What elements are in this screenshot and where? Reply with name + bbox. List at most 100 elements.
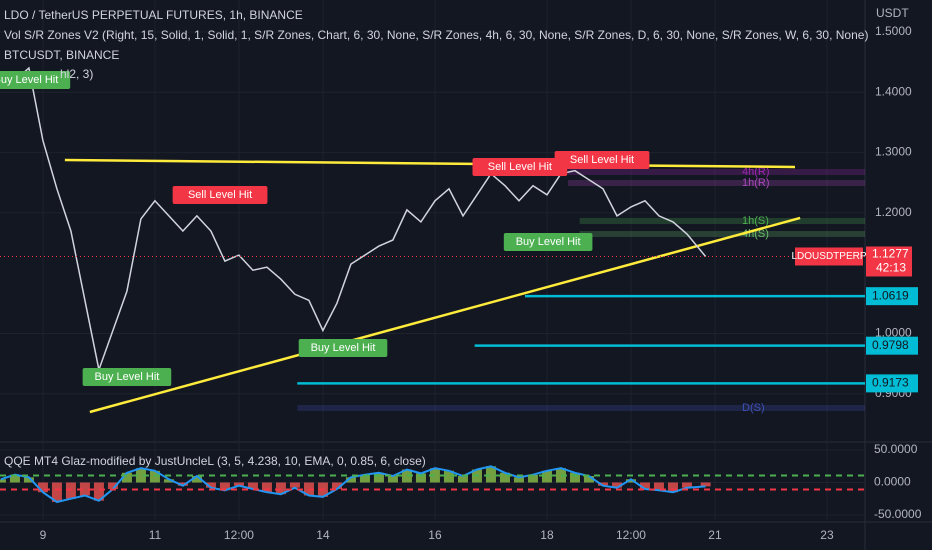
- x-tick-label: 16: [428, 528, 442, 542]
- histogram-bar: [513, 477, 524, 483]
- histogram-bar: [700, 482, 711, 487]
- y-tick-label: 1.3000: [875, 145, 912, 159]
- histogram-bar: [0, 479, 6, 483]
- y-tick-label: 1.4000: [875, 84, 912, 98]
- histogram-bar: [583, 476, 594, 483]
- histogram-bar: [261, 482, 272, 493]
- zone-label: D(S): [742, 402, 765, 414]
- x-tick-label: 9: [40, 528, 47, 542]
- histogram-bar: [79, 482, 90, 496]
- signal-label: Sell Level Hit: [488, 161, 552, 173]
- countdown-label: 42:13: [876, 261, 906, 275]
- histogram-bar: [443, 470, 454, 483]
- y-tick-label: -50.0000: [874, 507, 922, 521]
- histogram-bar: [331, 482, 342, 489]
- histogram-bar: [219, 482, 230, 491]
- symbol-tag: [795, 247, 863, 266]
- y-tick-label: 0.0000: [874, 475, 911, 489]
- marks: 4h(R)1h(R)1h(S)4h(S)D(S)Sell Level HitSe…: [0, 66, 865, 504]
- histogram-bar: [667, 482, 678, 493]
- y-tick-label: 1.0000: [875, 326, 912, 340]
- trend-line: [64, 158, 796, 169]
- grid: [0, 0, 865, 520]
- histogram-bar: [597, 482, 608, 486]
- histogram-bar: [485, 466, 496, 483]
- signal-label: Sell Level Hit: [570, 154, 634, 166]
- histogram-bar: [205, 482, 216, 488]
- axis-label: USDT: [876, 6, 909, 20]
- price-tag-label: 1.1277: [872, 247, 909, 261]
- x-tick-label: 23: [820, 528, 834, 542]
- histogram-bar: [541, 470, 552, 483]
- histogram-bar: [121, 472, 132, 483]
- zone-label: 1h(R): [742, 177, 770, 189]
- level-tag: [866, 336, 918, 355]
- signal-label: Buy Level Hit: [95, 371, 160, 383]
- level-label: 0.9173: [872, 376, 909, 390]
- histogram-bar: [65, 482, 76, 499]
- sr-zone: [567, 179, 865, 186]
- signal-box: [554, 150, 650, 169]
- x-tick-label: 18: [540, 528, 554, 542]
- histogram-bar: [555, 468, 566, 483]
- histogram-bar: [51, 482, 62, 502]
- level-tag: [866, 287, 918, 306]
- histogram-bar: [93, 482, 104, 501]
- y-tick-label: 50.0000: [874, 442, 918, 456]
- level-label: 1.0619: [872, 288, 909, 302]
- histogram-bar: [401, 469, 412, 483]
- x-tick-label: 21: [708, 528, 722, 542]
- price-line: [0, 66, 707, 373]
- signal-label: Buy Level Hit: [516, 236, 581, 248]
- histogram-bar: [625, 479, 636, 483]
- histogram-bar: [233, 482, 244, 486]
- x-tick-label: 12:00: [616, 528, 646, 542]
- signal-box: [172, 185, 268, 204]
- histogram-bar: [681, 482, 692, 488]
- y-tick-label: 1.2000: [875, 205, 912, 219]
- histogram-bar: [177, 482, 188, 486]
- histogram-bar: [107, 482, 118, 489]
- signal-box: [0, 70, 71, 89]
- signal-box: [503, 233, 593, 252]
- level-label: 0.9798: [872, 338, 909, 352]
- histogram-bar: [149, 470, 160, 483]
- zone-label: 1h(S): [742, 215, 769, 227]
- histogram-bar: [9, 474, 20, 483]
- histogram-bar: [163, 479, 174, 483]
- histogram-bar: [499, 472, 510, 483]
- histogram-bar: [345, 477, 356, 483]
- histogram-bar: [359, 474, 370, 483]
- x-tick-label: 14: [316, 528, 330, 542]
- indicator-legend: hl2, 3): [60, 67, 93, 81]
- sr-zone: [579, 230, 865, 237]
- histogram-bar: [653, 482, 664, 491]
- sr-zone: [579, 217, 865, 224]
- signal-box: [298, 338, 388, 357]
- signal-box: [472, 157, 568, 176]
- histogram-bar: [135, 468, 146, 483]
- histogram-bar: [37, 482, 48, 493]
- symbol-label: LDOUSDTPERP: [791, 251, 866, 262]
- level-tag: [866, 374, 918, 393]
- signal-box: [82, 367, 172, 386]
- x-tick-label: 11: [149, 528, 162, 542]
- histogram-bar: [191, 476, 202, 483]
- signal-label: Sell Level Hit: [188, 189, 252, 201]
- histogram-bar: [247, 482, 258, 489]
- histogram-bar: [611, 482, 622, 488]
- histogram-bar: [527, 474, 538, 483]
- sr-zone: [567, 168, 865, 175]
- histogram-bar: [639, 482, 650, 489]
- chart-title: LDO / TetherUS PERPETUAL FUTURES, 1h, BI…: [4, 8, 303, 22]
- histogram-bar: [23, 477, 34, 483]
- indicator-legend: BTCUSDT, BINANCE: [4, 48, 119, 62]
- histogram-bar: [289, 482, 300, 488]
- signal-label: Buy Level Hit: [311, 342, 376, 354]
- histogram-bar: [275, 482, 286, 495]
- histogram-bar: [457, 476, 468, 483]
- trend-line: [89, 216, 801, 414]
- signal-label: Buy Level Hit: [0, 74, 58, 86]
